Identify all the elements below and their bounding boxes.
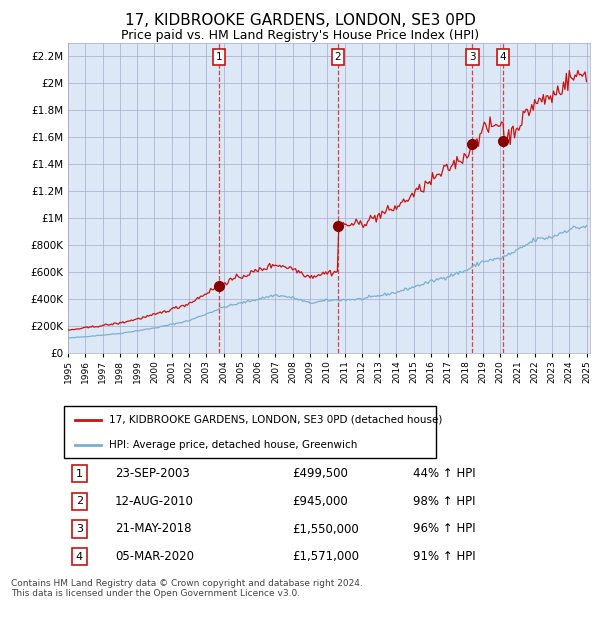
Text: 4: 4	[76, 552, 83, 562]
Text: 23-SEP-2003: 23-SEP-2003	[115, 467, 190, 481]
Text: 05-MAR-2020: 05-MAR-2020	[115, 550, 194, 563]
Text: 12-AUG-2010: 12-AUG-2010	[115, 495, 194, 508]
Text: 21-MAY-2018: 21-MAY-2018	[115, 523, 191, 536]
Text: HPI: Average price, detached house, Greenwich: HPI: Average price, detached house, Gree…	[109, 440, 357, 450]
Text: Price paid vs. HM Land Registry's House Price Index (HPI): Price paid vs. HM Land Registry's House …	[121, 29, 479, 42]
Text: Contains HM Land Registry data © Crown copyright and database right 2024.
This d: Contains HM Land Registry data © Crown c…	[11, 579, 362, 598]
Text: £1,550,000: £1,550,000	[292, 523, 359, 536]
Text: 1: 1	[215, 52, 222, 62]
Text: 2: 2	[335, 52, 341, 62]
Text: 17, KIDBROOKE GARDENS, LONDON, SE3 0PD: 17, KIDBROOKE GARDENS, LONDON, SE3 0PD	[125, 13, 475, 28]
Text: 4: 4	[500, 52, 506, 62]
Text: 17, KIDBROOKE GARDENS, LONDON, SE3 0PD (detached house): 17, KIDBROOKE GARDENS, LONDON, SE3 0PD (…	[109, 415, 442, 425]
Text: 2: 2	[76, 497, 83, 507]
Text: £1,571,000: £1,571,000	[292, 550, 359, 563]
Text: 91% ↑ HPI: 91% ↑ HPI	[413, 550, 475, 563]
Text: 1: 1	[76, 469, 83, 479]
Text: £945,000: £945,000	[292, 495, 348, 508]
Text: 44% ↑ HPI: 44% ↑ HPI	[413, 467, 475, 481]
Text: 98% ↑ HPI: 98% ↑ HPI	[413, 495, 475, 508]
Text: 3: 3	[469, 52, 476, 62]
Text: 3: 3	[76, 524, 83, 534]
Text: £499,500: £499,500	[292, 467, 349, 481]
FancyBboxPatch shape	[64, 406, 436, 458]
Text: 96% ↑ HPI: 96% ↑ HPI	[413, 523, 475, 536]
